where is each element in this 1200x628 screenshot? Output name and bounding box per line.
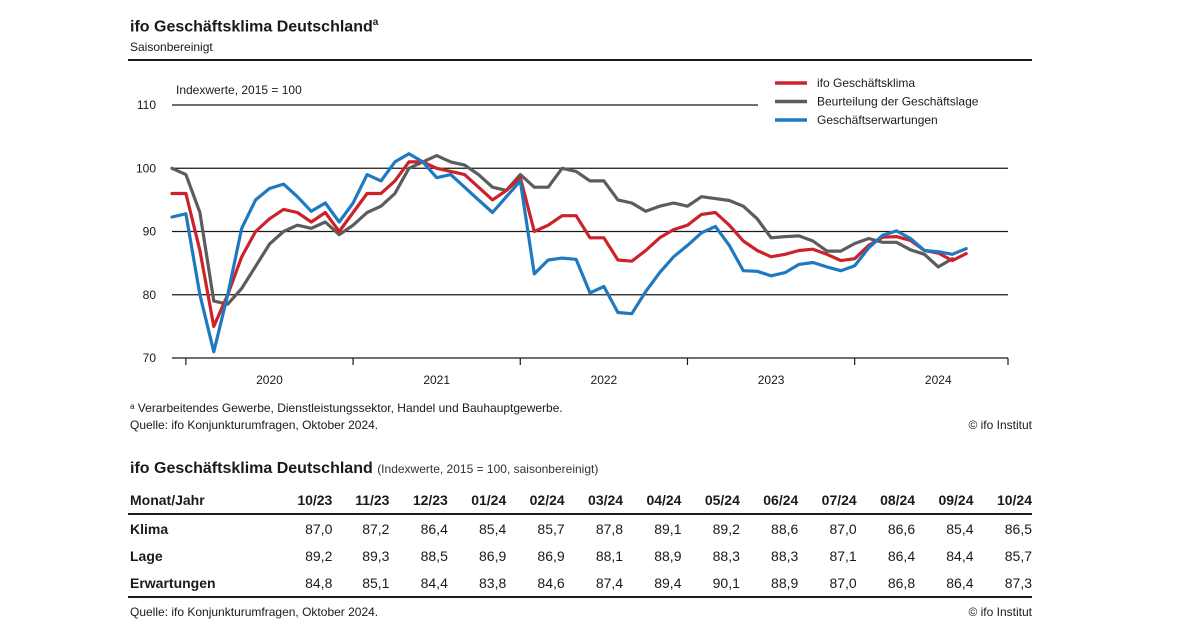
line-chart: Indexwerte, 2015 = 100 70 80 90 100 110 2020 20… (136, 76, 1009, 387)
data-table: Monat/Jahr 10/23 11/23 12/23 01/24 02/24 03/2… (128, 489, 1032, 598)
table-cell: 86,6 (887, 520, 916, 537)
x-tick-label-2021: 2021 (423, 373, 450, 387)
table-row: Klima 87,0 87,2 86,4 85,4 85,7 87,8 89,1 89,2 88,… (128, 514, 1032, 542)
table-cell: 86,4 (915, 569, 974, 598)
table-cell: 88,9 (739, 569, 799, 598)
table-cell: 88,3 (712, 547, 740, 564)
table-cell: 88,3 (771, 547, 799, 564)
table-cell: 85,4 (946, 520, 974, 537)
chart-copyright: © ifo Institut (968, 418, 1032, 432)
table-header-4: 02/24 (506, 489, 565, 515)
table-header-7: 05/24 (681, 489, 740, 515)
table-cell: 84,4 (389, 569, 448, 598)
legend-label-2: Geschäftserwartungen (817, 113, 938, 127)
table-cell: 89,2 (712, 520, 740, 537)
table-row: Lage 89,2 89,3 88,5 86,9 86,9 88,1 88,9 88,3 88,3… (128, 542, 1032, 569)
x-tick-label-2022: 2022 (591, 373, 618, 387)
series-line-1 (170, 154, 954, 306)
x-tick-label-2020: 2020 (256, 373, 283, 387)
table-cell: 86,4 (420, 520, 448, 537)
table-cell: 88,9 (654, 547, 682, 564)
table-cell: 85,4 (479, 520, 507, 537)
table-header-1: 11/23 (332, 489, 390, 515)
table-cell: 84,4 (946, 547, 974, 564)
top-rule (128, 59, 1032, 61)
table-cell: 87,0 (305, 520, 333, 537)
table-cell: 88,1 (595, 547, 624, 564)
table-cell: 86,9 (479, 547, 507, 564)
table-cell: 88,5 (420, 547, 448, 564)
x-tick-label-2024: 2024 (925, 373, 952, 387)
chart-subtitle: Saisonbereinigt (130, 40, 213, 54)
table-cell: 86,9 (537, 547, 565, 564)
y-tick-label-90: 90 (143, 225, 157, 239)
table-body: Klima 87,0 87,2 86,4 85,4 85,7 87,8 89,1 89,2 88,… (128, 514, 1032, 598)
legend-label-1: Beurteilung der Geschäftslage (817, 95, 979, 109)
table-cell: 87,3 (973, 569, 1032, 598)
series-line-0 (170, 160, 968, 328)
table-header-9: 07/24 (798, 489, 857, 515)
table-header-12: 10/24 (973, 489, 1032, 515)
table-header-row: Monat/Jahr 10/23 11/23 12/23 01/24 02/24 03/2… (128, 489, 1032, 515)
series-line-2 (170, 152, 968, 354)
table-source: Quelle: ifo Konjunkturumfragen, Oktober … (130, 605, 379, 619)
table-cell: 87,4 (564, 569, 624, 598)
table-header-3: 01/24 (447, 489, 507, 515)
table-cell: 85,7 (1004, 547, 1032, 564)
table-title-text: ifo Geschäftsklima Deutschland (130, 460, 373, 477)
chart-title-text: ifo Geschäftsklima Deutschland (130, 18, 373, 36)
footnote: ᵃ Verarbeitendes Gewerbe, Dienstleistung… (130, 401, 563, 415)
y-tick-label-70: 70 (143, 351, 157, 365)
table-cell: 86,5 (1004, 520, 1032, 537)
table-header-0: 10/23 (273, 489, 333, 515)
table-header-8: 06/24 (739, 489, 799, 515)
chart-title: ifo Geschäftsklima Deutschlanda (130, 17, 378, 36)
table-cell: 89,3 (362, 547, 390, 564)
table-cell: 87,1 (829, 547, 857, 564)
table-header-5: 03/24 (564, 489, 624, 515)
table-cell: 86,8 (856, 569, 916, 598)
table-header-2: 12/23 (389, 489, 448, 515)
x-tick-label-2023: 2023 (758, 373, 785, 387)
table-cell: 83,8 (447, 569, 507, 598)
table-cell: 85,1 (332, 569, 390, 598)
table-cell: 87,2 (362, 520, 390, 537)
legend-label-0: ifo Geschäftsklima (817, 76, 915, 90)
table-cell: 89,1 (654, 520, 682, 537)
table-cell: 85,7 (537, 520, 565, 537)
table-header-10: 08/24 (856, 489, 916, 515)
table-cell: 89,2 (305, 547, 333, 564)
table-cell: 88,6 (771, 520, 799, 537)
table-row: Erwartungen 84,8 85,1 84,4 83,8 84,6 87,4 89,4 9… (128, 569, 1032, 598)
table-cell: 89,4 (623, 569, 682, 598)
table-header-11: 09/24 (915, 489, 974, 515)
y-tick-label-100: 100 (136, 161, 156, 175)
table-cell: 87,0 (829, 520, 857, 537)
table-header-label: Monat/Jahr (128, 489, 274, 515)
table-header-6: 04/24 (623, 489, 682, 515)
chart-source: Quelle: ifo Konjunkturumfragen, Oktober … (130, 418, 379, 432)
table-cell: 90,1 (681, 569, 740, 598)
table-cell: 86,4 (887, 547, 916, 564)
y-tick-label-80: 80 (143, 288, 157, 302)
row-label: Lage (130, 547, 163, 564)
table-cell: 87,0 (798, 569, 857, 598)
row-label: Erwartungen (128, 569, 274, 598)
annotation-text: Indexwerte, 2015 = 100 (176, 83, 302, 97)
y-tick-label-110: 110 (137, 98, 156, 112)
table-copyright: © ifo Institut (968, 605, 1032, 619)
table-cell: 84,6 (506, 569, 565, 598)
table-cell: 87,8 (595, 520, 624, 537)
table-subtitle: (Indexwerte, 2015 = 100, saisonbereinigt… (377, 462, 599, 476)
row-label: Klima (130, 520, 169, 537)
footnote-marker: a (372, 17, 379, 28)
table-cell: 84,8 (273, 569, 333, 598)
table-title: ifo Geschäftsklima Deutschland (Indexwer… (130, 460, 598, 478)
